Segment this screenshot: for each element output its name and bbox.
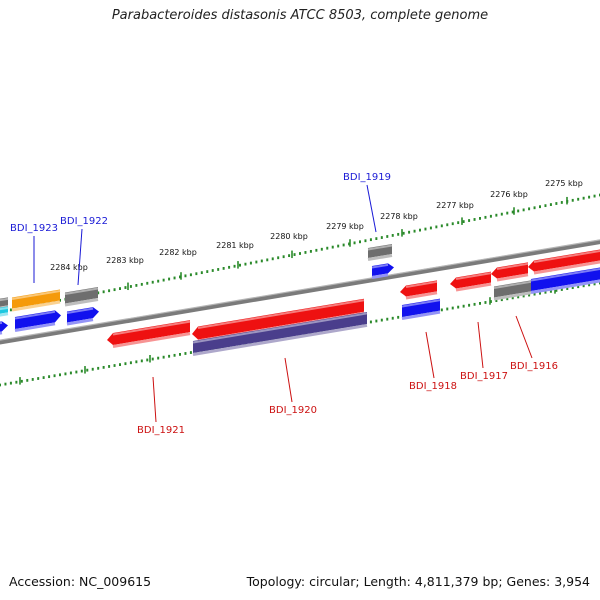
label-leader-bdi1918 [425,331,435,379]
kbp-label: 2276 kbp [490,190,528,199]
gene-blue-2 [14,310,61,332]
gene-red-4 [491,262,529,282]
gene-features [0,243,600,356]
gene-label-bdi1916[interactable]: BDI_1916 [510,361,558,372]
accession-label: Accession: NC_009615 [9,574,152,589]
gene-label-bdi1917[interactable]: BDI_1917 [460,371,508,382]
label-leader-bdi1916 [515,315,533,359]
kbp-labels: 2275 kbp 2276 kbp 2277 kbp 2278 kbp 2279 kbp… [50,179,583,272]
gene-bdi1921 [107,320,191,348]
gene-label-bdi1920[interactable]: BDI_1920 [269,405,317,416]
kbp-label: 2284 kbp [50,263,88,272]
label-leader-bdi1920 [284,357,293,403]
gene-blue-3 [66,307,99,326]
kbp-label: 2275 kbp [545,179,583,188]
gene-edge-cyan [0,306,9,317]
label-leader-bdi1922 [77,228,83,286]
gene-blue-small-1 [371,263,394,279]
gene-label-bdi1923[interactable]: BDI_1923 [10,223,58,234]
label-leader-bdi1917 [477,321,484,369]
genome-title: Parabacteroides distasonis ATCC 8503, co… [111,8,489,23]
backbone-highlight [0,239,600,341]
kbp-label: 2283 kbp [106,256,144,265]
gene-blue-5 [530,267,600,294]
gene-bdi1920 [192,311,368,356]
kbp-label: 2282 kbp [159,248,197,257]
gene-bdi1923 [11,289,61,312]
gene-label-bdi1922[interactable]: BDI_1922 [60,216,108,227]
gene-label-bdi1919[interactable]: BDI_1919 [343,172,391,183]
gene-bdi1916 [493,280,532,301]
kbp-label: 2279 kbp [326,222,364,231]
kbp-label: 2281 kbp [216,241,254,250]
gene-bdi1918-top [400,280,438,300]
gene-bdi1917 [450,271,492,292]
kbp-label: 2280 kbp [270,232,308,241]
kbp-ticks-outer [0,193,600,314]
gene-label-leaders [33,184,533,423]
label-leader-bdi1919 [366,184,377,233]
genome-backbone [0,239,600,345]
kbp-label: 2277 kbp [436,201,474,210]
gene-bdi1922 [64,286,99,307]
gene-red-5 [528,249,600,275]
gene-label-bdi1921[interactable]: BDI_1921 [137,425,185,436]
gene-bdi1919 [367,243,393,261]
gene-bdi1918 [401,298,441,320]
genome-summary: Topology: circular; Length: 4,811,379 bp… [246,574,590,589]
kbp-label: 2278 kbp [380,212,418,221]
gene-edge-blue [0,321,8,335]
gene-label-bdi1918[interactable]: BDI_1918 [409,381,457,392]
label-leader-bdi1921 [152,376,157,423]
